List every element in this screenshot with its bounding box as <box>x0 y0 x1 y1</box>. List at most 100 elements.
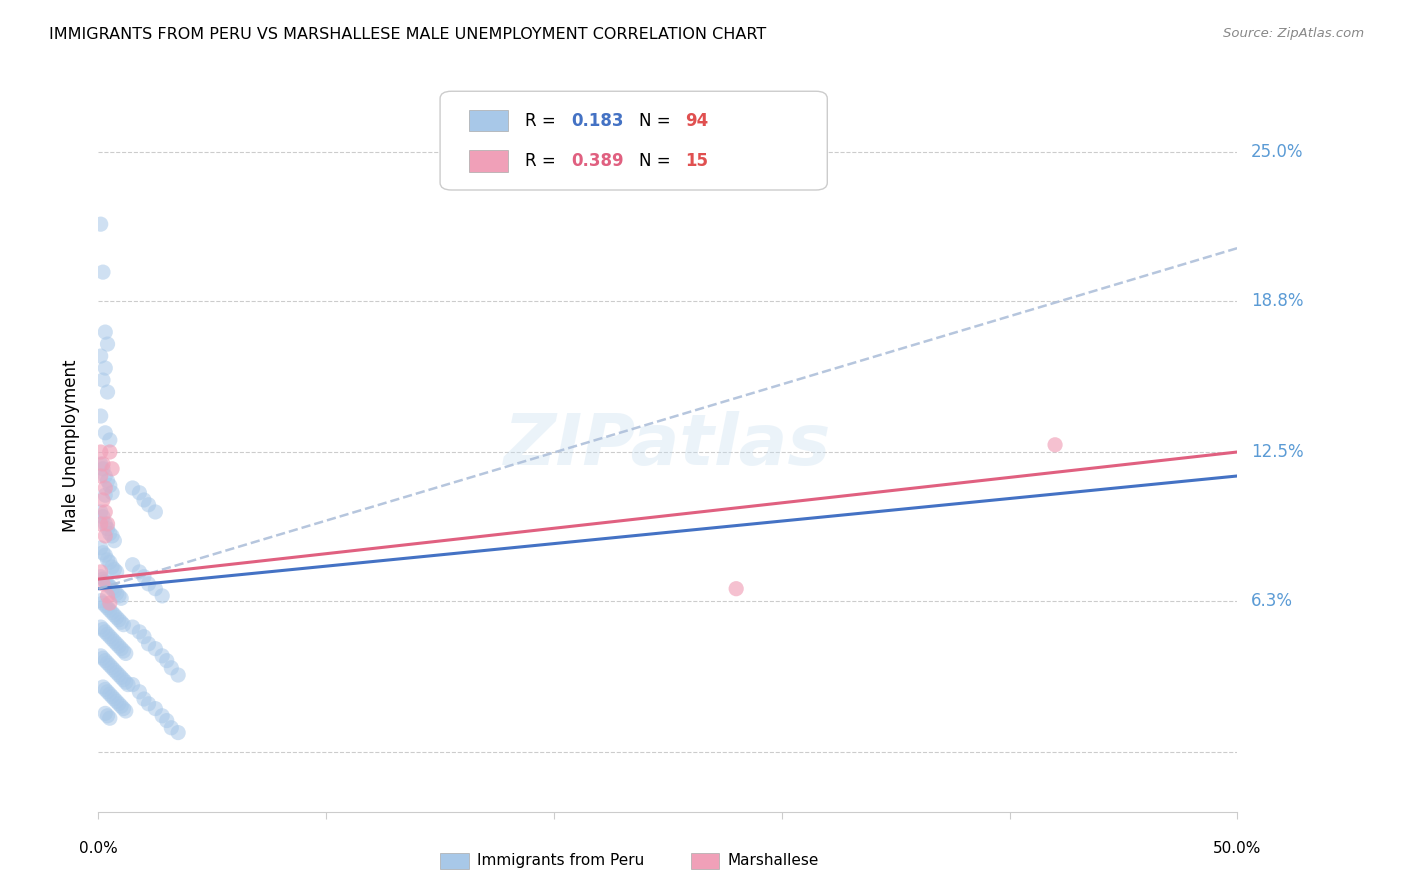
Point <box>108 668 131 682</box>
Text: R =: R = <box>526 112 561 129</box>
Point <box>98 687 121 701</box>
Point <box>128 485 150 500</box>
Point <box>121 558 143 572</box>
Point <box>138 577 160 591</box>
Point <box>156 654 179 668</box>
Point <box>103 692 125 706</box>
Point <box>101 462 124 476</box>
Point <box>105 586 128 600</box>
Text: Immigrants from Peru: Immigrants from Peru <box>477 854 644 868</box>
Point <box>98 526 121 541</box>
Point <box>114 647 136 661</box>
Point <box>121 481 143 495</box>
Y-axis label: Male Unemployment: Male Unemployment <box>62 359 80 533</box>
Text: Source: ZipAtlas.com: Source: ZipAtlas.com <box>1223 27 1364 40</box>
Point <box>91 577 114 591</box>
Point <box>105 665 128 680</box>
Point <box>96 708 118 723</box>
Text: 94: 94 <box>685 112 709 129</box>
Point <box>94 325 117 339</box>
Point <box>96 553 118 567</box>
Text: 0.0%: 0.0% <box>79 841 118 856</box>
Point <box>112 701 135 715</box>
Text: Marshallese: Marshallese <box>727 854 818 868</box>
Point <box>167 725 190 739</box>
Point <box>90 349 112 363</box>
Point <box>90 541 112 555</box>
Text: 6.3%: 6.3% <box>1251 591 1294 609</box>
Point <box>91 492 114 507</box>
Point <box>114 675 136 690</box>
Point <box>138 498 160 512</box>
Point <box>145 582 167 596</box>
Point <box>103 562 125 576</box>
Point <box>98 596 121 610</box>
Point <box>98 433 121 447</box>
Point <box>98 630 121 644</box>
Point <box>108 613 131 627</box>
Point <box>103 663 125 677</box>
Point <box>98 658 121 673</box>
Point <box>96 516 118 531</box>
Text: ZIPatlas: ZIPatlas <box>505 411 831 481</box>
Point <box>110 699 132 714</box>
Point <box>105 694 128 708</box>
Point <box>94 574 117 589</box>
Point <box>94 529 117 543</box>
Point <box>108 589 131 603</box>
Point <box>108 697 131 711</box>
Point <box>103 634 125 648</box>
Point <box>90 565 112 579</box>
Point <box>94 425 117 440</box>
Text: IMMIGRANTS FROM PERU VS MARSHALLESE MALE UNEMPLOYMENT CORRELATION CHART: IMMIGRANTS FROM PERU VS MARSHALLESE MALE… <box>49 27 766 42</box>
Point <box>103 608 125 623</box>
Point <box>167 668 190 682</box>
Point <box>132 630 155 644</box>
Point <box>91 572 114 586</box>
Point <box>110 670 132 684</box>
Point <box>145 641 167 656</box>
Point <box>91 509 114 524</box>
Point <box>110 641 132 656</box>
Point <box>91 457 114 471</box>
Point <box>128 565 150 579</box>
Point <box>96 656 118 670</box>
Point <box>90 516 112 531</box>
Point <box>725 582 748 596</box>
Point <box>90 505 112 519</box>
Point <box>94 654 117 668</box>
Point <box>94 488 117 502</box>
Point <box>94 548 117 562</box>
Point <box>121 620 143 634</box>
Point <box>94 481 117 495</box>
Point <box>112 617 135 632</box>
Point <box>110 615 132 630</box>
Point <box>101 560 124 574</box>
Point <box>128 624 150 639</box>
Point <box>96 337 118 351</box>
Point <box>91 373 114 387</box>
Text: 50.0%: 50.0% <box>1213 841 1261 856</box>
Point <box>96 600 118 615</box>
Point <box>145 701 167 715</box>
Point <box>90 457 112 471</box>
Text: 0.389: 0.389 <box>571 152 624 169</box>
Point <box>98 603 121 617</box>
Point <box>91 546 114 560</box>
Point <box>98 555 121 569</box>
Point <box>96 589 118 603</box>
Text: 15: 15 <box>685 152 709 169</box>
Point <box>94 361 117 376</box>
Point <box>101 661 124 675</box>
Point <box>98 478 121 492</box>
Point <box>103 533 125 548</box>
Point <box>98 711 121 725</box>
Point <box>160 721 183 735</box>
FancyBboxPatch shape <box>690 853 718 869</box>
Point <box>90 648 112 663</box>
Point <box>101 529 124 543</box>
Point <box>160 661 183 675</box>
Text: N =: N = <box>640 152 676 169</box>
Point <box>112 644 135 658</box>
Point <box>1043 438 1066 452</box>
